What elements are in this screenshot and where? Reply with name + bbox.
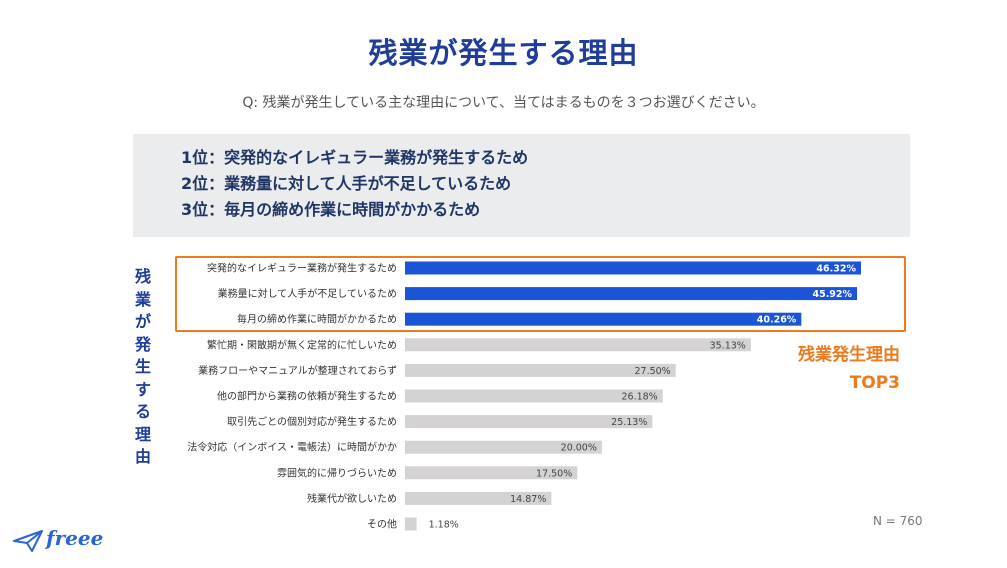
value-label: 40.26% [757, 315, 797, 326]
vertical-axis-title: 残業が発生する理由 [134, 267, 151, 466]
value-label: 46.32% [816, 264, 856, 275]
bar [405, 287, 858, 301]
sample-size: N = 760 [873, 514, 923, 528]
value-label: 20.00% [561, 443, 597, 454]
top3-highlight-frame [175, 256, 906, 332]
value-label: 1.18% [429, 520, 459, 531]
freee-logo: freee [12, 525, 104, 555]
value-label: 27.50% [634, 366, 670, 377]
bar [405, 338, 751, 352]
top3-summary-box: 1位：突発的なイレギュラー業務が発生するため 2位：業務量に対して人手が不足して… [133, 134, 910, 237]
logo-text: freee [46, 526, 104, 550]
bar [405, 440, 602, 454]
survey-question: Q: 残業が発生している主な理由について、当てはまるものを３つお選びください。 [242, 95, 765, 111]
value-label: 14.87% [510, 494, 546, 505]
category-label: 他の部門から業務の依頼が発生するため [217, 390, 397, 403]
value-label: 45.92% [812, 289, 852, 300]
bar [405, 517, 417, 531]
category-label: 業務フローやマニュアルが整理されておらず [198, 364, 397, 377]
category-label: その他 [367, 518, 397, 531]
category-label: 毎月の締め作業に時間がかかるため [237, 313, 397, 326]
summary-rank-2: 2位：業務量に対して人手が不足しているため [181, 174, 512, 193]
category-label: 雰囲気的に帰りづらいため [277, 466, 397, 479]
category-label: 残業代が欲しいため [307, 492, 397, 505]
category-label: 法令対応（インボイス・電帳法）に時間がかか [187, 441, 397, 454]
category-label: 業務量に対して人手が不足しているため [218, 287, 397, 300]
top3-callout: 残業発生理由 TOP3 [798, 341, 900, 397]
bar [405, 415, 653, 429]
top3-callout-line1: 残業発生理由 [798, 345, 900, 365]
bar [405, 261, 861, 275]
value-label: 26.18% [621, 392, 657, 403]
bar [405, 312, 802, 326]
summary-rank-1: 1位：突発的なイレギュラー業務が発生するため [181, 148, 529, 167]
value-label: 35.13% [710, 340, 746, 351]
bar [405, 491, 552, 505]
category-label: 突発的なイレギュラー業務が発生するため [207, 262, 397, 275]
value-label: 17.50% [536, 468, 572, 479]
top3-callout-line2: TOP3 [849, 373, 900, 393]
page-title: 残業が発生する理由 [368, 36, 639, 70]
summary-rank-3: 3位：毎月の締め作業に時間がかかるため [181, 200, 481, 219]
bar [405, 466, 578, 480]
category-label: 繁忙期・閑散期が無く定常的に忙しいため [207, 338, 397, 351]
value-label: 25.13% [611, 417, 647, 428]
bar [405, 389, 663, 403]
paper-plane-icon [13, 530, 43, 552]
category-label: 取引先ごとの個別対応が発生するため [227, 415, 397, 428]
bar [405, 363, 676, 377]
